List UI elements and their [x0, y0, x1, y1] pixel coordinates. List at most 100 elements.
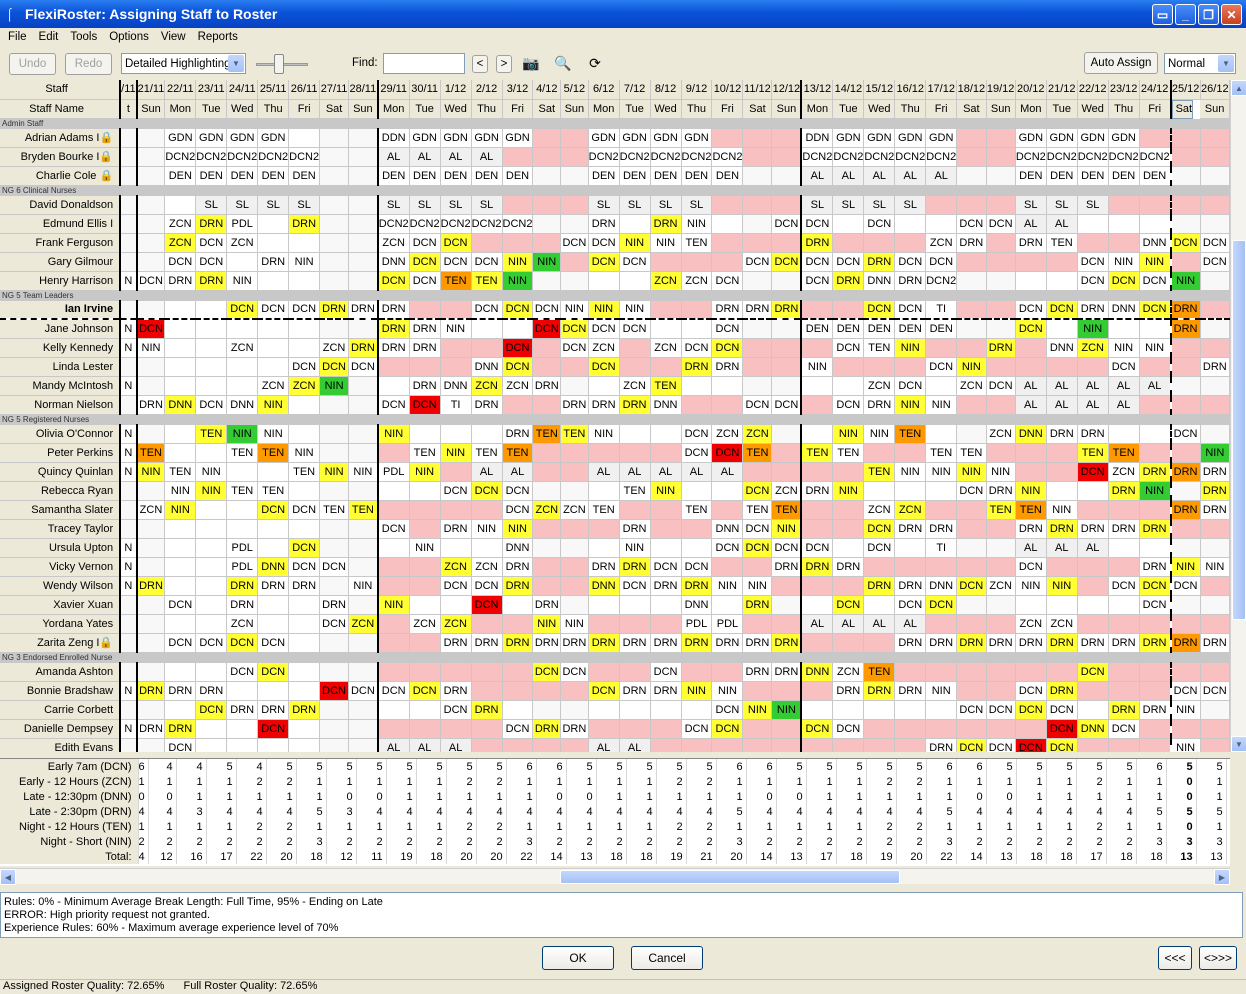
roster-cell[interactable]	[348, 195, 379, 215]
roster-cell[interactable]: ZCN	[502, 376, 534, 396]
roster-cell[interactable]: ZCN	[742, 424, 773, 444]
roster-cell[interactable]	[1108, 662, 1140, 682]
roster-cell[interactable]	[771, 376, 803, 396]
roster-cell[interactable]: DRN	[986, 481, 1016, 501]
roster-cell[interactable]: SL	[894, 195, 927, 215]
roster-cell[interactable]	[532, 195, 562, 215]
roster-cell[interactable]	[986, 519, 1016, 539]
find-prev-button[interactable]: <	[472, 55, 488, 73]
roster-cell[interactable]: NIN	[319, 462, 350, 482]
roster-cell[interactable]	[319, 738, 350, 752]
day-header[interactable]: Mon	[1015, 99, 1047, 119]
roster-cell[interactable]	[348, 233, 379, 253]
ok-button[interactable]: OK	[542, 946, 614, 970]
staff-name[interactable]: Gary Gilmour	[0, 252, 122, 272]
roster-cell[interactable]: TEN	[195, 424, 228, 444]
roster-cell[interactable]	[120, 519, 138, 539]
roster-cell[interactable]	[502, 662, 534, 682]
roster-cell[interactable]	[771, 195, 803, 215]
roster-cell[interactable]: ZCN	[986, 576, 1016, 596]
staff-name[interactable]: Tracey Taylor	[0, 519, 122, 539]
date-header[interactable]: 7/12	[619, 80, 651, 100]
day-header[interactable]: Sat	[532, 99, 562, 119]
roster-cell[interactable]: DCN	[863, 300, 896, 320]
roster-cell[interactable]	[560, 738, 589, 752]
roster-cell[interactable]	[288, 614, 321, 634]
help-window-icon[interactable]: ▭	[1152, 4, 1173, 25]
zoom-slider-thumb[interactable]	[274, 54, 284, 74]
staff-name[interactable]: Olivia O'Connor	[0, 424, 122, 444]
roster-cell[interactable]: NIN	[226, 424, 259, 444]
roster-cell[interactable]	[348, 633, 379, 653]
roster-cell[interactable]	[195, 300, 228, 320]
find-input[interactable]	[383, 53, 465, 74]
roster-cell[interactable]: AL	[1015, 395, 1047, 415]
roster-cell[interactable]	[288, 233, 321, 253]
roster-cell[interactable]	[1046, 662, 1078, 682]
roster-cell[interactable]: DCN	[1139, 576, 1172, 596]
roster-cell[interactable]	[409, 300, 441, 320]
roster-cell[interactable]	[711, 128, 744, 148]
roster-cell[interactable]: DCN	[257, 633, 290, 653]
roster-cell[interactable]: N	[120, 319, 138, 339]
roster-cell[interactable]: NIN	[894, 395, 927, 415]
roster-cell[interactable]: GDN	[650, 128, 682, 148]
roster-cell[interactable]	[771, 233, 803, 253]
roster-cell[interactable]: TEN	[832, 443, 865, 463]
roster-cell[interactable]: NIN	[1139, 338, 1172, 358]
roster-cell[interactable]: AL	[377, 147, 410, 167]
roster-cell[interactable]: PDL	[226, 557, 259, 577]
staff-name[interactable]: Peter Perkins	[0, 443, 122, 463]
roster-cell[interactable]	[120, 633, 138, 653]
staff-name[interactable]: Rebecca Ryan	[0, 481, 122, 501]
roster-cell[interactable]	[136, 195, 166, 215]
roster-cell[interactable]: DCN	[1200, 233, 1230, 253]
date-header[interactable]: 16/12	[894, 80, 927, 100]
roster-cell[interactable]	[1200, 424, 1230, 444]
roster-cell[interactable]	[771, 147, 803, 167]
roster-cell[interactable]: NIN	[711, 576, 744, 596]
roster-cell[interactable]: DCN	[1015, 738, 1047, 752]
roster-cell[interactable]: DRN	[560, 395, 589, 415]
roster-cell[interactable]: AL	[801, 166, 834, 186]
roster-cell[interactable]	[1170, 395, 1201, 415]
roster-cell[interactable]: AL	[409, 147, 441, 167]
date-header[interactable]: 2/12	[471, 80, 503, 100]
date-header[interactable]: 1/12	[440, 80, 472, 100]
roster-cell[interactable]: ZCN	[832, 662, 865, 682]
roster-cell[interactable]: NIN	[1108, 338, 1140, 358]
roster-cell[interactable]	[319, 519, 350, 539]
staff-name[interactable]: Jane Johnson	[0, 319, 122, 339]
roster-cell[interactable]: NIN	[560, 300, 589, 320]
roster-cell[interactable]	[801, 519, 834, 539]
roster-cell[interactable]	[1170, 166, 1201, 186]
roster-cell[interactable]: DCN	[894, 376, 927, 396]
roster-cell[interactable]	[650, 500, 682, 520]
staff-name[interactable]: Norman Nielson	[0, 395, 122, 415]
roster-cell[interactable]	[1170, 338, 1201, 358]
roster-cell[interactable]	[440, 338, 472, 358]
roster-cell[interactable]: ZCN	[863, 500, 896, 520]
roster-cell[interactable]: DRN	[986, 633, 1016, 653]
roster-cell[interactable]	[136, 424, 166, 444]
roster-cell[interactable]: NIN	[832, 481, 865, 501]
roster-cell[interactable]: DRN	[1015, 233, 1047, 253]
roster-cell[interactable]	[588, 662, 620, 682]
roster-cell[interactable]	[257, 462, 290, 482]
roster-cell[interactable]: DCN	[681, 443, 713, 463]
roster-cell[interactable]	[956, 424, 987, 444]
roster-cell[interactable]: DRN	[894, 271, 927, 291]
roster-cell[interactable]	[1046, 357, 1078, 377]
roster-cell[interactable]	[195, 719, 228, 739]
roster-cell[interactable]	[257, 357, 290, 377]
menu-options[interactable]: Options	[109, 31, 149, 43]
roster-cell[interactable]: DCN	[195, 233, 228, 253]
roster-cell[interactable]	[1200, 214, 1230, 234]
roster-cell[interactable]: ZCN	[681, 271, 713, 291]
roster-cell[interactable]: NIN	[863, 424, 896, 444]
roster-cell[interactable]: SL	[619, 195, 651, 215]
roster-cell[interactable]: DRN	[195, 214, 228, 234]
roster-cell[interactable]	[650, 443, 682, 463]
day-header[interactable]: Tue	[832, 99, 865, 119]
roster-cell[interactable]: DRN	[711, 633, 744, 653]
